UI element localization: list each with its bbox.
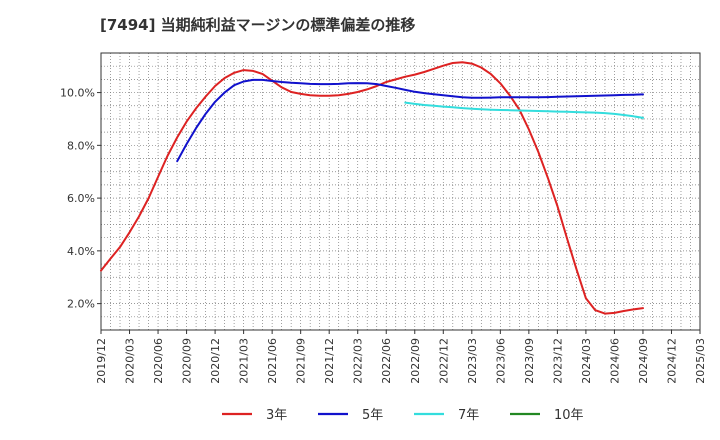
- legend-label: 7年: [458, 408, 479, 423]
- legend: 3年 5年 7年 10年: [222, 408, 584, 423]
- x-tick-label: 2021/06: [266, 338, 279, 384]
- x-tick-label: 2024/09: [637, 338, 650, 384]
- series-layer: [100, 61, 644, 315]
- x-tick-label: 2023/09: [523, 338, 536, 384]
- x-tick-label: 2025/03: [694, 338, 707, 384]
- chart-title: [7494] 当期純利益マージンの標準偏差の推移: [100, 16, 416, 34]
- plot-area-frame: [100, 52, 701, 331]
- x-tick-label: 2023/03: [466, 338, 479, 384]
- x-tick-label: 2021/09: [295, 338, 308, 384]
- x-tick-label: 2024/03: [580, 338, 593, 384]
- x-tick-label: 2019/12: [95, 338, 108, 384]
- legend-label: 5年: [362, 408, 383, 423]
- series-line-7年: [404, 101, 644, 119]
- y-tick-label: 2.0%: [67, 298, 95, 311]
- y-tick-label: 6.0%: [67, 192, 95, 205]
- grid-layer: [101, 53, 700, 330]
- y-tick-label: 10.0%: [60, 87, 95, 100]
- x-tick-label: 2020/12: [209, 338, 222, 384]
- x-tick-label: 2020/06: [152, 338, 165, 384]
- x-tick-label: 2022/03: [352, 338, 365, 384]
- y-tick-label: 4.0%: [67, 245, 95, 258]
- x-tick-label: 2020/03: [124, 338, 137, 384]
- x-tick-label: 2023/12: [551, 338, 564, 384]
- y-axis-ticks: 2.0% 4.0% 6.0% 8.0% 10.0%: [60, 87, 101, 311]
- x-tick-label: 2022/12: [437, 338, 450, 384]
- x-tick-label: 2024/12: [665, 338, 678, 384]
- legend-label: 3年: [266, 408, 287, 423]
- x-tick-label: 2020/09: [181, 338, 194, 384]
- series-line-3年: [100, 61, 644, 315]
- x-tick-label: 2022/06: [380, 338, 393, 384]
- x-axis-ticks: 2019/12 2020/03 2020/06 2020/09 2020/12 2021/…: [95, 330, 707, 384]
- x-tick-label: 2024/06: [608, 338, 621, 384]
- x-tick-label: 2023/06: [494, 338, 507, 384]
- x-tick-label: 2022/09: [409, 338, 422, 384]
- x-tick-label: 2021/03: [238, 338, 251, 384]
- y-tick-label: 8.0%: [67, 139, 95, 152]
- legend-label: 10年: [554, 408, 584, 423]
- x-tick-label: 2021/12: [323, 338, 336, 384]
- series-line-5年: [176, 78, 644, 163]
